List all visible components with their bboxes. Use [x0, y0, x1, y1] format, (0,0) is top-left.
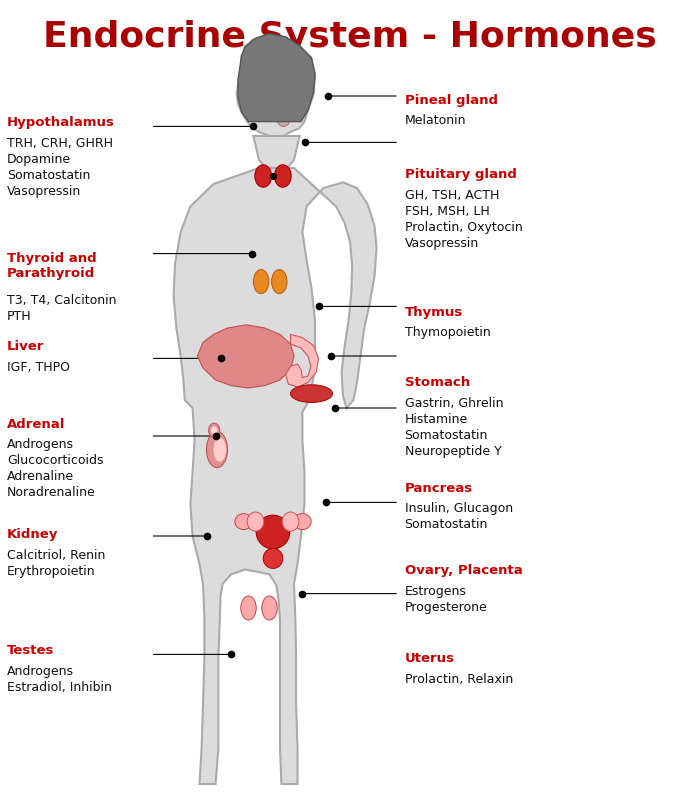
Text: Adrenal: Adrenal: [7, 418, 65, 430]
Ellipse shape: [209, 423, 220, 438]
Text: Pituitary gland: Pituitary gland: [405, 168, 517, 181]
Polygon shape: [237, 34, 315, 138]
Ellipse shape: [272, 270, 287, 294]
Ellipse shape: [255, 165, 272, 187]
Text: Endocrine System - Hormones: Endocrine System - Hormones: [43, 20, 657, 54]
Text: Melatonin: Melatonin: [405, 114, 466, 127]
Ellipse shape: [262, 596, 277, 620]
Text: Thyroid and
Parathyroid: Thyroid and Parathyroid: [7, 252, 97, 280]
Text: Androgens
Estradiol, Inhibin: Androgens Estradiol, Inhibin: [7, 665, 112, 694]
Text: Ovary, Placenta: Ovary, Placenta: [405, 564, 522, 577]
Ellipse shape: [206, 432, 228, 467]
Ellipse shape: [234, 514, 253, 530]
Text: T3, T4, Calcitonin
PTH: T3, T4, Calcitonin PTH: [7, 294, 116, 322]
Text: Calcitriol, Renin
Erythropoietin: Calcitriol, Renin Erythropoietin: [7, 549, 106, 578]
Text: Hypothalamus: Hypothalamus: [7, 116, 115, 129]
Polygon shape: [174, 168, 377, 784]
Ellipse shape: [294, 514, 311, 530]
Text: Pineal gland: Pineal gland: [405, 94, 498, 106]
Text: Estrogens
Progesterone: Estrogens Progesterone: [405, 585, 487, 614]
Text: Testes: Testes: [7, 644, 55, 657]
Ellipse shape: [290, 385, 332, 402]
Ellipse shape: [253, 270, 269, 294]
Circle shape: [282, 512, 299, 531]
Ellipse shape: [211, 426, 217, 434]
Text: Gastrin, Ghrelin
Histamine
Somatostatin
Neuropeptide Y: Gastrin, Ghrelin Histamine Somatostatin …: [405, 397, 503, 458]
Polygon shape: [286, 334, 318, 387]
Polygon shape: [253, 136, 300, 168]
Text: Thymopoietin: Thymopoietin: [405, 326, 490, 339]
Ellipse shape: [274, 165, 291, 187]
Ellipse shape: [263, 549, 283, 568]
Text: Thymus: Thymus: [405, 306, 463, 318]
Text: Prolactin, Relaxin: Prolactin, Relaxin: [405, 673, 513, 686]
Text: GH, TSH, ACTH
FSH, MSH, LH
Prolactin, Oxytocin
Vasopressin: GH, TSH, ACTH FSH, MSH, LH Prolactin, Ox…: [405, 189, 522, 250]
Text: Uterus: Uterus: [405, 652, 454, 665]
Ellipse shape: [256, 515, 290, 549]
Text: Liver: Liver: [7, 340, 44, 353]
Text: Kidney: Kidney: [7, 528, 58, 541]
Text: Pancreas: Pancreas: [405, 482, 472, 494]
Text: Insulin, Glucagon
Somatostatin: Insulin, Glucagon Somatostatin: [405, 502, 512, 531]
Text: Stomach: Stomach: [405, 376, 470, 389]
Text: IGF, THPO: IGF, THPO: [7, 361, 70, 374]
Polygon shape: [197, 325, 294, 388]
Text: TRH, CRH, GHRH
Dopamine
Somatostatin
Vasopressin: TRH, CRH, GHRH Dopamine Somatostatin Vas…: [7, 137, 113, 198]
Ellipse shape: [258, 102, 281, 119]
Ellipse shape: [277, 114, 290, 126]
Ellipse shape: [214, 438, 226, 462]
Ellipse shape: [241, 596, 256, 620]
Ellipse shape: [248, 54, 312, 106]
Ellipse shape: [293, 86, 309, 110]
Text: Androgens
Glucocorticoids
Adrenaline
Noradrenaline: Androgens Glucocorticoids Adrenaline Nor…: [7, 438, 104, 499]
Polygon shape: [238, 34, 315, 122]
Circle shape: [247, 512, 264, 531]
